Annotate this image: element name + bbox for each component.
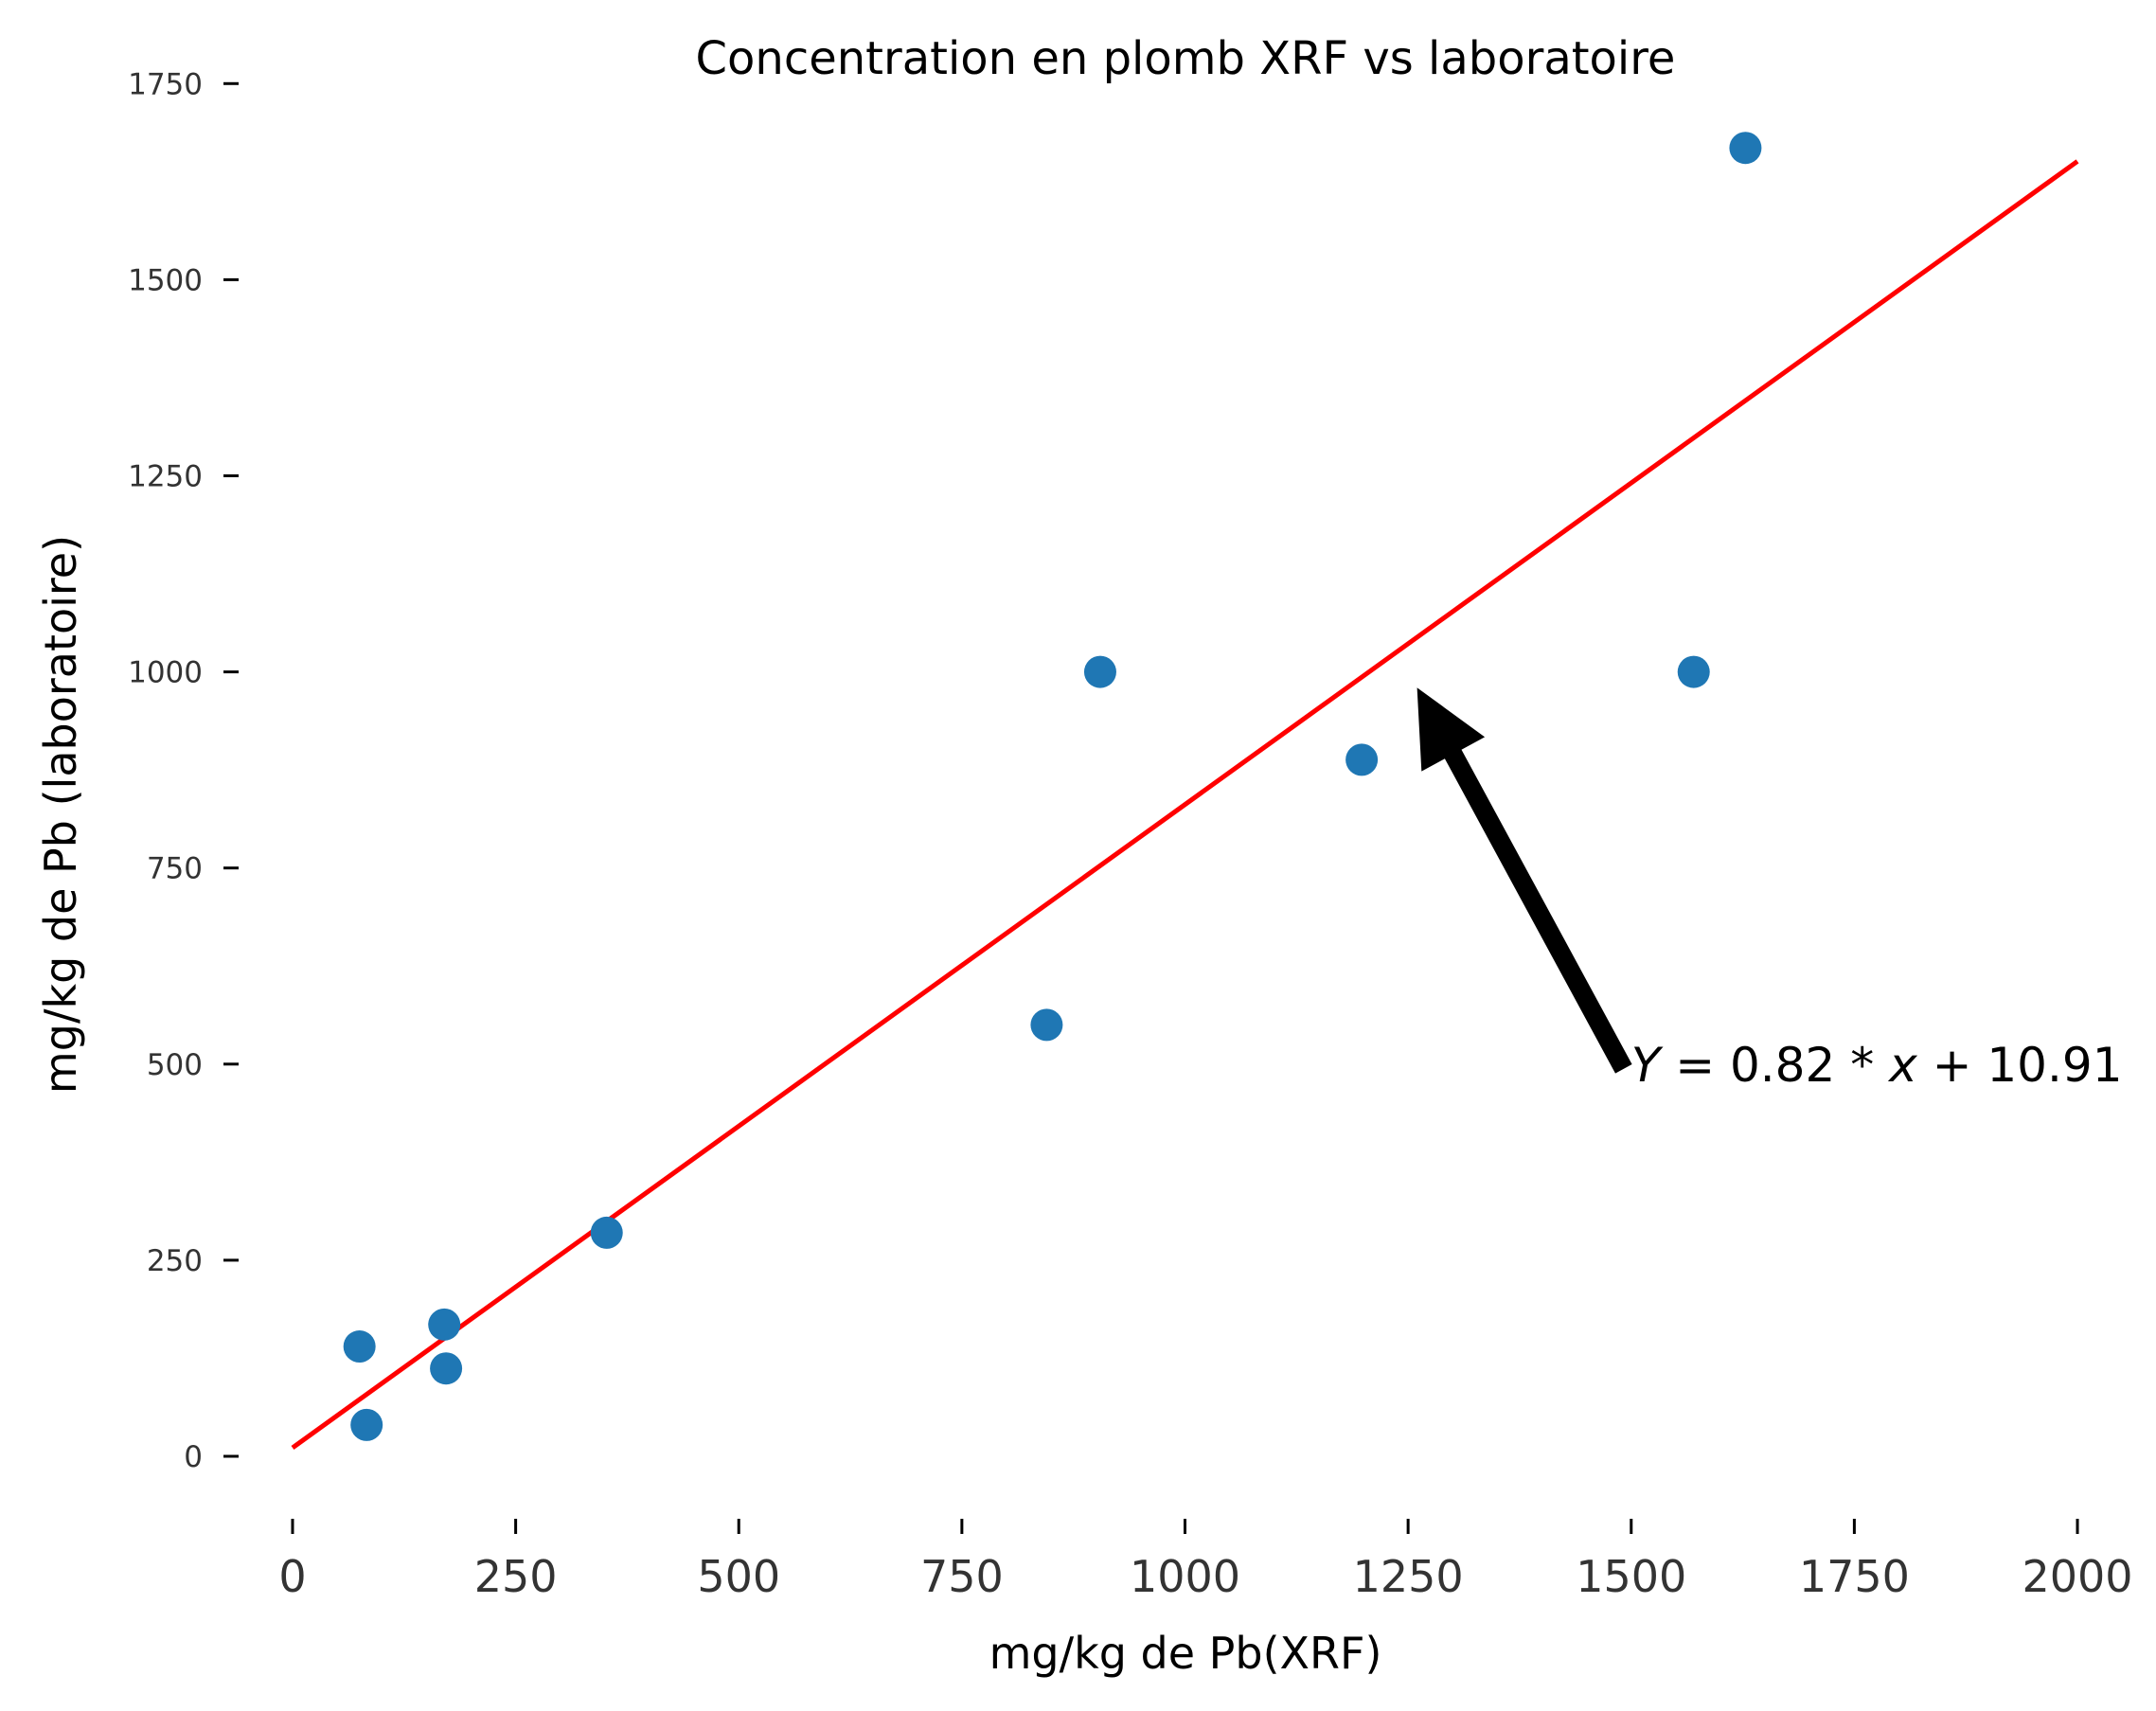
data-point — [590, 1216, 623, 1249]
data-point — [430, 1352, 463, 1385]
x-tick-label: 750 — [920, 1551, 1004, 1602]
equation-part: Y — [1631, 1038, 1664, 1093]
x-tick-label: 1500 — [1576, 1551, 1686, 1602]
x-tick-label: 0 — [278, 1551, 306, 1602]
data-point — [1729, 132, 1762, 165]
y-tick-label: 1000 — [128, 656, 203, 690]
equation-part: x — [1887, 1038, 1917, 1093]
annotation: Y = 0.82 * x + 10.91 — [1417, 687, 2123, 1093]
annotation-arrow — [1417, 687, 1632, 1074]
y-tick-label: 1750 — [128, 67, 203, 101]
x-tick-label: 2000 — [2022, 1551, 2132, 1602]
y-tick-label: 750 — [147, 852, 203, 886]
y-tick-label: 1500 — [128, 263, 203, 297]
x-axis-label: mg/kg de Pb(XRF) — [989, 1628, 1382, 1679]
equation-part: = 0.82 * — [1660, 1038, 1889, 1093]
x-tick-label: 1750 — [1799, 1551, 1910, 1602]
x-tick-label: 250 — [474, 1551, 558, 1602]
x-tick-label: 1250 — [1353, 1551, 1464, 1602]
chart-title: Concentration en plomb XRF vs laboratoir… — [696, 32, 1676, 85]
data-point — [343, 1330, 376, 1363]
y-tick-label: 1250 — [128, 459, 203, 493]
data-point — [1030, 1008, 1063, 1042]
y-tick-label: 500 — [147, 1048, 203, 1082]
data-point — [1345, 743, 1379, 776]
data-point — [428, 1308, 461, 1341]
fit-line-layer — [291, 159, 2079, 1451]
data-point — [1083, 655, 1116, 688]
data-points — [343, 132, 1762, 1441]
y-axis-ticks: 0 250 500 750 1000 1250 1500 1750 — [128, 67, 239, 1474]
x-axis-ticks: 0 250 500 750 1000 1250 1500 1750 2000 — [278, 1519, 2133, 1602]
data-point — [350, 1408, 383, 1441]
y-tick-label: 0 — [184, 1440, 203, 1474]
annotation-equation: Y = 0.82 * x + 10.91 — [1631, 1038, 2123, 1093]
x-tick-label: 500 — [697, 1551, 780, 1602]
x-tick-label: 1000 — [1130, 1551, 1240, 1602]
regression-line — [291, 159, 2079, 1451]
y-tick-label: 250 — [147, 1244, 203, 1278]
y-axis-label: mg/kg de Pb (laboratoire) — [35, 535, 86, 1094]
data-point — [1677, 655, 1710, 688]
equation-part: + 10.91 — [1917, 1038, 2123, 1093]
